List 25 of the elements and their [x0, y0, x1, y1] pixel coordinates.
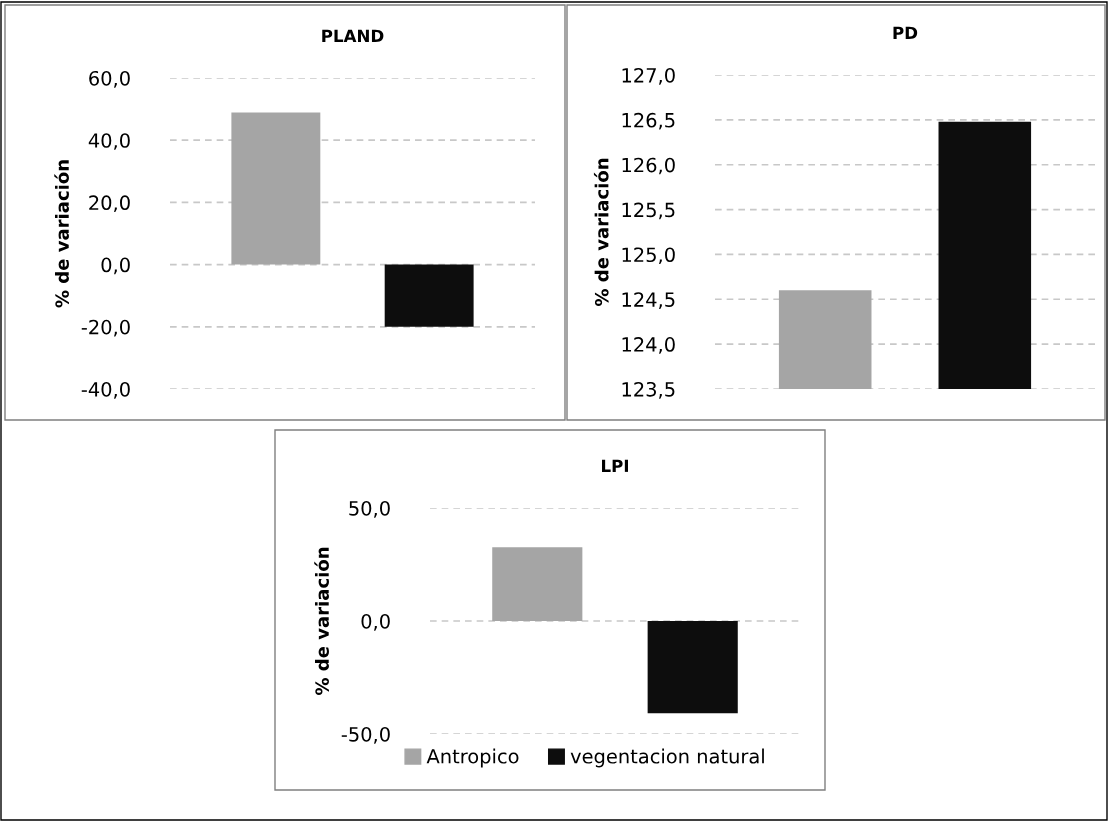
- y-tick-label: 127,0: [622, 67, 675, 85]
- y-tick-label: -50,0: [341, 726, 390, 744]
- y-tick-label: -20,0: [81, 319, 130, 337]
- y-tick-label: 126,5: [622, 112, 675, 130]
- chart-title: PLAND: [322, 29, 384, 42]
- y-tick-label: 125,0: [622, 247, 675, 265]
- y-tick-label: 123,5: [622, 381, 675, 399]
- y-tick-label: 0,0: [361, 613, 390, 631]
- y-axis-title: % de variación: [54, 160, 69, 308]
- y-tick-label: -40,0: [81, 381, 130, 399]
- y-tick-label: 124,5: [622, 292, 675, 309]
- chart-title: LPI: [602, 459, 628, 472]
- y-axis-title: % de variación: [593, 158, 609, 307]
- legend-label: Antropico: [426, 748, 519, 768]
- y-tick-label: 50,0: [349, 500, 390, 518]
- y-tick-label: 126,0: [622, 157, 675, 175]
- y-tick-label: 0,0: [101, 257, 130, 275]
- legend-label: vegentacion natural: [570, 748, 764, 768]
- y-tick-label: 20,0: [89, 195, 130, 213]
- y-tick-label: 40,0: [88, 133, 130, 150]
- chart-title: PD: [893, 26, 918, 39]
- y-tick-label: 60,0: [89, 70, 130, 88]
- y-tick-label: 124,0: [622, 337, 675, 354]
- y-tick-label: 125,5: [622, 202, 675, 220]
- y-axis-title: % de variación: [314, 547, 329, 696]
